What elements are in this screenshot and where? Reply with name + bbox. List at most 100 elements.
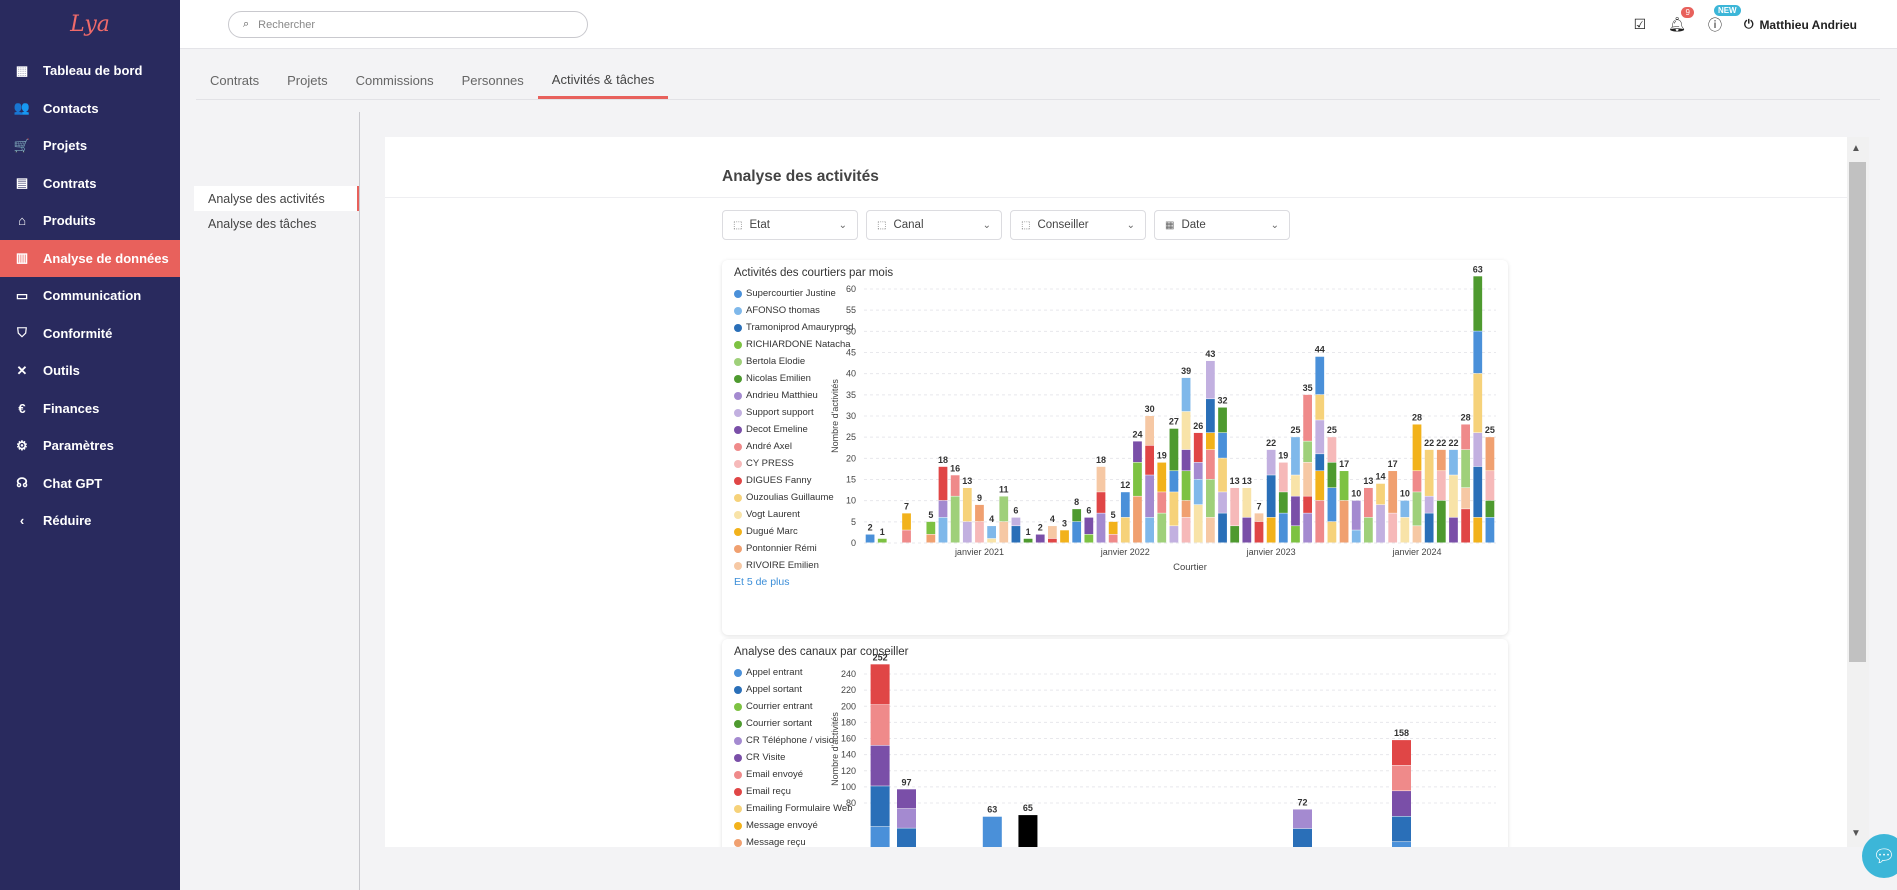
scroll-down-arrow-icon[interactable]: ▼ [1851,828,1861,839]
legend-more-link[interactable]: Et 5 de plus [734,576,790,588]
legend-item[interactable]: AFONSO thomas [734,302,853,319]
legend-item[interactable]: CR Téléphone / visio [734,732,852,749]
sidebar-item-r-duire[interactable]: ‹ Réduire [0,502,180,540]
bar-segment [1473,373,1483,433]
sidebar-item-produits[interactable]: ⌂ Produits [0,202,180,240]
legend-item[interactable]: Courrier entrant [734,698,852,715]
tab-contrats[interactable]: Contrats [210,73,260,88]
bar-segment [999,496,1009,522]
bar-segment [1293,809,1312,829]
bar-segment [1072,509,1082,522]
sidebar-item-label: Contrats [43,175,97,191]
legend-item[interactable]: Andrieu Matthieu [734,387,853,404]
legend-dot [734,838,742,847]
legend-item[interactable]: DIGUES Fanny [734,472,853,489]
legend-item[interactable]: André Axel [734,438,853,455]
bar-segment [1206,479,1215,518]
legend-item[interactable]: Nicolas Emilien [734,370,853,387]
bar-segment [962,487,972,522]
tab-activit-s-t-ches[interactable]: Activités & tâches [537,62,669,99]
legend-dot [734,510,742,519]
legend-item[interactable]: Emailing Formulaire Web [734,800,852,817]
bar-segment [1436,471,1446,501]
legend-item[interactable]: Support support [734,404,853,421]
legend-item[interactable]: Dugué Marc [734,523,853,540]
submenu-item[interactable]: Analyse des tâches [208,216,317,231]
sidebar-item-tableau-de-bord[interactable]: ▦ Tableau de bord [0,52,180,90]
bar-segment [1449,449,1458,475]
bar-segment [1181,471,1191,501]
legend-item[interactable]: Vogt Laurent [734,506,853,523]
legend-item[interactable]: Email envoyé [734,766,852,783]
bar-segment [1473,517,1483,543]
app-logo[interactable]: Lya [70,11,110,37]
legend-item[interactable]: Decot Emeline [734,421,853,438]
sidebar-item-contrats[interactable]: ▤ Contrats [0,165,180,203]
filter-etat[interactable]: ⬚ Etat ⌄ [722,210,858,240]
legend-item[interactable]: Bertola Elodie [734,353,853,370]
bar-segment [1230,526,1240,543]
legend-item[interactable]: CR Visite [734,749,852,766]
legend-item[interactable]: RICHIARDONE Natacha [734,336,853,353]
tabs-bar: Contrats Projets Commissions Personnes Activ… [196,62,669,99]
tab-personnes[interactable]: Personnes [461,73,524,88]
help-icon[interactable]: ⓘ NEW [1708,4,1741,35]
legend-label: André Axel [746,441,792,452]
sidebar-item-projets[interactable]: 🛒 Projets [0,127,180,165]
bar-segment [1388,471,1398,513]
bar-segment [1315,471,1325,501]
sidebar-item-analyse-de-donn-es[interactable]: ▥ Analyse de données [0,239,180,277]
y-tick-label: 220 [841,685,856,695]
bar-segment [1133,496,1142,543]
legend-item[interactable]: Message envoyé [734,817,852,834]
bar-segment [897,789,916,809]
submenu-item[interactable]: Analyse des activités [194,186,360,211]
bar-segment [1392,816,1411,842]
bar-value-label: 9 [977,493,982,503]
bar-value-label: 35 [1303,383,1313,393]
bar-segment [926,521,936,535]
legend-label: CY PRESS [746,458,794,469]
bar-segment [1206,449,1215,479]
legend-item[interactable]: Appel entrant [734,664,852,681]
bar-segment [1303,394,1312,441]
bar-segment [1461,424,1470,450]
bar-segment [1473,466,1483,518]
sidebar-item-param-tres[interactable]: ⚙ Paramètres [0,427,180,465]
sidebar-item-outils[interactable]: ✕ Outils [0,352,180,390]
sidebar-item-finances[interactable]: € Finances [0,390,180,428]
chat-bubble-icon[interactable]: 💬︎ [1862,834,1897,878]
sidebar-item-contacts[interactable]: 👥 Contacts [0,90,180,128]
tab-projets[interactable]: Projets [287,73,328,88]
bar-segment [1315,500,1325,543]
legend-item[interactable]: Message reçu [734,834,852,847]
top-bar: ⌕ Rechercher ☑ 🔔︎ 9 ⓘ NEW ⏻ Matthieu Andrie… [180,0,1897,49]
bar-segment [1351,530,1361,543]
legend-item[interactable]: Pontonnier Rémi [734,540,853,557]
legend-item[interactable]: RIVOIRE Emilien [734,557,853,574]
scroll-up-arrow-icon[interactable]: ▲ [1851,143,1861,154]
user-menu[interactable]: ⏻ Matthieu Andrieu [1744,17,1857,32]
legend-item[interactable]: Ouzoulias Guillaume [734,489,853,506]
bell-icon[interactable]: 🔔︎ 9 [1668,7,1694,33]
legend-item[interactable]: Supercourtier Justine [734,285,853,302]
filter-conseiller[interactable]: ⬚ Conseiller ⌄ [1010,210,1146,240]
tab-commissions[interactable]: Commissions [355,73,434,88]
legend-item[interactable]: Appel sortant [734,681,852,698]
tasks-icon[interactable]: ☑ [1633,16,1647,32]
legend-item[interactable]: CY PRESS [734,455,853,472]
bar-segment [1412,471,1422,492]
legend-item[interactable]: Tramoniprod Amauryprod [734,319,853,336]
sidebar-item-conformit-[interactable]: ⛉ Conformité [0,315,180,353]
message-icon: ▭ [15,287,29,303]
legend-label: Bertola Elodie [746,356,806,367]
filter-canal[interactable]: ⬚ Canal ⌄ [866,210,1002,240]
scrollbar-thumb[interactable] [1849,162,1866,662]
legend-item[interactable]: Courrier sortant [734,715,852,732]
sidebar-item-communication[interactable]: ▭ Communication [0,277,180,315]
notification-badge: 9 [1681,7,1694,18]
sidebar-item-chat-gpt[interactable]: ☊ Chat GPT [0,465,180,503]
search-input[interactable]: ⌕ Rechercher [228,11,588,38]
legend-item[interactable]: Email reçu [734,783,852,800]
filter-date[interactable]: ▦ Date ⌄ [1154,210,1290,240]
